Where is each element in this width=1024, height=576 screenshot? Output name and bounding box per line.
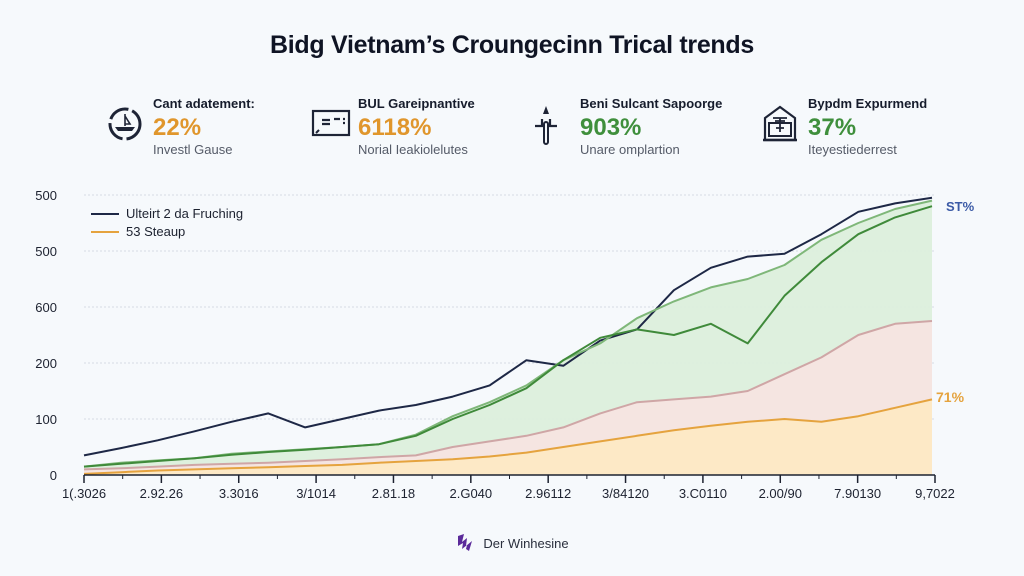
y-axis-ticks: 0 100 200 600 500 500 bbox=[35, 188, 57, 483]
series-line bbox=[83, 196, 933, 457]
series-line bbox=[83, 320, 933, 471]
x-tick-label: 3.3016 bbox=[219, 486, 259, 501]
kpi-label: Bypdm Expurmend bbox=[808, 96, 928, 111]
y-tick-label: 500 bbox=[35, 244, 57, 259]
kpi-subtitle: Unare omplartion bbox=[580, 142, 680, 157]
ship-compass-icon bbox=[108, 107, 142, 141]
legend-label: 53 Steaup bbox=[126, 224, 185, 239]
series-line bbox=[83, 205, 933, 468]
kpi-subtitle: Iteyestiederrest bbox=[808, 142, 897, 157]
annotation-label: ST% bbox=[946, 199, 975, 214]
y-tick-label: 200 bbox=[35, 356, 57, 371]
x-tick-label: 2.00/90 bbox=[759, 486, 802, 501]
x-tick-label: 1(.3026 bbox=[62, 486, 106, 501]
kpi-value: 903% bbox=[580, 114, 642, 141]
kpi-subtitle: Norial Ieakiolelutes bbox=[358, 142, 468, 157]
kpi-label: Cant adatement: bbox=[153, 96, 255, 111]
credit-card-icon bbox=[311, 109, 351, 137]
brand-logo-icon bbox=[458, 534, 473, 551]
y-tick-label: 600 bbox=[35, 300, 57, 315]
chart-legend: Ulteirt 2 da Fruching 53 Steaup bbox=[91, 206, 243, 239]
annotation-label: 71% bbox=[936, 389, 965, 405]
y-tick-label: 100 bbox=[35, 412, 57, 427]
chart-annotations: ST% 71% bbox=[936, 199, 975, 405]
x-tick-label: 2.81.18 bbox=[372, 486, 415, 501]
chart-title: Bidg Vietnam’s Croungecinn Trical trends bbox=[270, 31, 754, 59]
kpi-value: 22% bbox=[153, 114, 202, 141]
legend-label: Ulteirt 2 da Fruching bbox=[126, 206, 243, 221]
cross-signpost-icon bbox=[535, 106, 557, 145]
kpi-value: 37% bbox=[808, 114, 857, 141]
series-areas bbox=[84, 200, 932, 475]
x-tick-label: 9,7022 bbox=[915, 486, 955, 501]
x-tick-label: 3.C0110 bbox=[679, 486, 727, 501]
chart-area: 0 100 200 600 500 500 1(.3026 2.92.26 3.3016 3/1… bbox=[0, 180, 1024, 510]
y-tick-label: 500 bbox=[35, 188, 57, 203]
area-53-steaup bbox=[84, 399, 932, 475]
x-tick-label: 3/84120 bbox=[602, 486, 649, 501]
school-house-icon bbox=[763, 105, 797, 142]
trend-chart: 0 100 200 600 500 500 1(.3026 2.92.26 3.3016 3/1… bbox=[35, 188, 975, 501]
series-line bbox=[83, 398, 933, 475]
kpi-label: Beni Sulcant Sapoorge bbox=[580, 96, 723, 111]
x-tick-label: 2.G040 bbox=[449, 486, 492, 501]
x-tick-label: 3/1014 bbox=[296, 486, 336, 501]
kpi-subtitle: Investl Gause bbox=[153, 142, 233, 157]
x-tick-label: 7.90130 bbox=[834, 486, 881, 501]
x-tick-label: 2.92.26 bbox=[140, 486, 183, 501]
x-axis: 1(.3026 2.92.26 3.3016 3/1014 2.81.18 2.G040 2… bbox=[62, 474, 955, 501]
footer-brand: Der Winhesine bbox=[0, 532, 1024, 554]
series-lines bbox=[83, 196, 933, 475]
brand-name: Der Winhesine bbox=[483, 535, 569, 551]
kpi-value: 6118% bbox=[358, 114, 432, 141]
y-tick-label: 0 bbox=[50, 468, 57, 483]
x-tick-label: 2.96112 bbox=[525, 486, 571, 501]
kpi-label: BUL Gareipnantive bbox=[358, 96, 475, 111]
